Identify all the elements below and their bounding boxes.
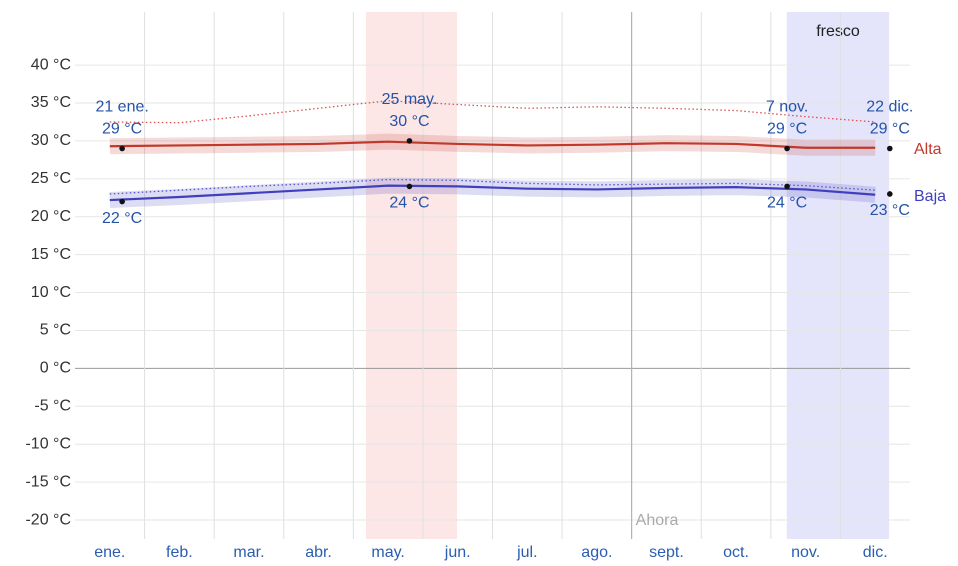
x-tick-label: ago. <box>581 544 612 561</box>
low-label: 24 °C <box>389 195 429 212</box>
y-tick-label: 10 °C <box>31 284 71 301</box>
season-label: fresco <box>816 23 860 40</box>
y-tick-label: -20 °C <box>25 511 71 528</box>
date-label: 22 dic. <box>866 99 913 116</box>
x-tick-label: jun. <box>444 544 471 561</box>
high-label: 29 °C <box>102 121 142 138</box>
low-label: 23 °C <box>870 202 910 219</box>
high-label: 29 °C <box>870 121 910 138</box>
y-tick-label: -15 °C <box>25 473 71 490</box>
extreme-point <box>119 145 125 152</box>
x-tick-label: ene. <box>94 544 125 561</box>
date-label: 7 nov. <box>766 99 808 116</box>
x-tick-label: may. <box>371 544 404 561</box>
x-tick-label: oct. <box>723 544 749 561</box>
y-tick-label: 25 °C <box>31 170 71 187</box>
y-tick-label: 15 °C <box>31 246 71 263</box>
y-tick-label: 20 °C <box>31 208 71 225</box>
season-region <box>786 12 890 539</box>
x-tick-label: feb. <box>166 544 193 561</box>
low-label: 22 °C <box>102 210 142 227</box>
extreme-point <box>784 145 790 152</box>
y-tick-label: 5 °C <box>40 322 71 339</box>
x-tick-label: jul. <box>516 544 537 561</box>
high-label: 29 °C <box>767 121 807 138</box>
y-tick-label: -5 °C <box>34 398 71 415</box>
percentile-line <box>109 100 876 124</box>
x-tick-label: nov. <box>791 544 820 561</box>
x-tick-label: dic. <box>863 544 888 561</box>
legend-label: Baja <box>914 188 946 205</box>
extreme-point <box>886 191 893 197</box>
extreme-point <box>119 198 125 205</box>
legend-label: Alta <box>914 141 942 158</box>
series-line <box>109 184 876 202</box>
low-label: 24 °C <box>767 195 807 212</box>
y-tick-label: 40 °C <box>31 56 71 73</box>
x-tick-label: mar. <box>233 544 264 561</box>
extreme-point <box>406 138 413 144</box>
series-line <box>109 140 876 149</box>
y-tick-label: 0 °C <box>40 360 71 377</box>
extreme-point <box>406 183 413 190</box>
y-tick-label: 30 °C <box>31 132 71 149</box>
date-label: 21 ene. <box>95 99 148 116</box>
high-label: 30 °C <box>389 113 429 130</box>
date-label: 25 may. <box>382 91 438 108</box>
extreme-point <box>784 183 790 190</box>
y-tick-label: -10 °C <box>25 435 71 452</box>
y-tick-label: 35 °C <box>31 94 71 111</box>
extreme-point <box>886 145 893 152</box>
x-tick-label: abr. <box>305 544 332 561</box>
season-region <box>365 12 458 539</box>
x-tick-label: sept. <box>649 544 684 561</box>
now-label: Ahora <box>636 512 679 529</box>
